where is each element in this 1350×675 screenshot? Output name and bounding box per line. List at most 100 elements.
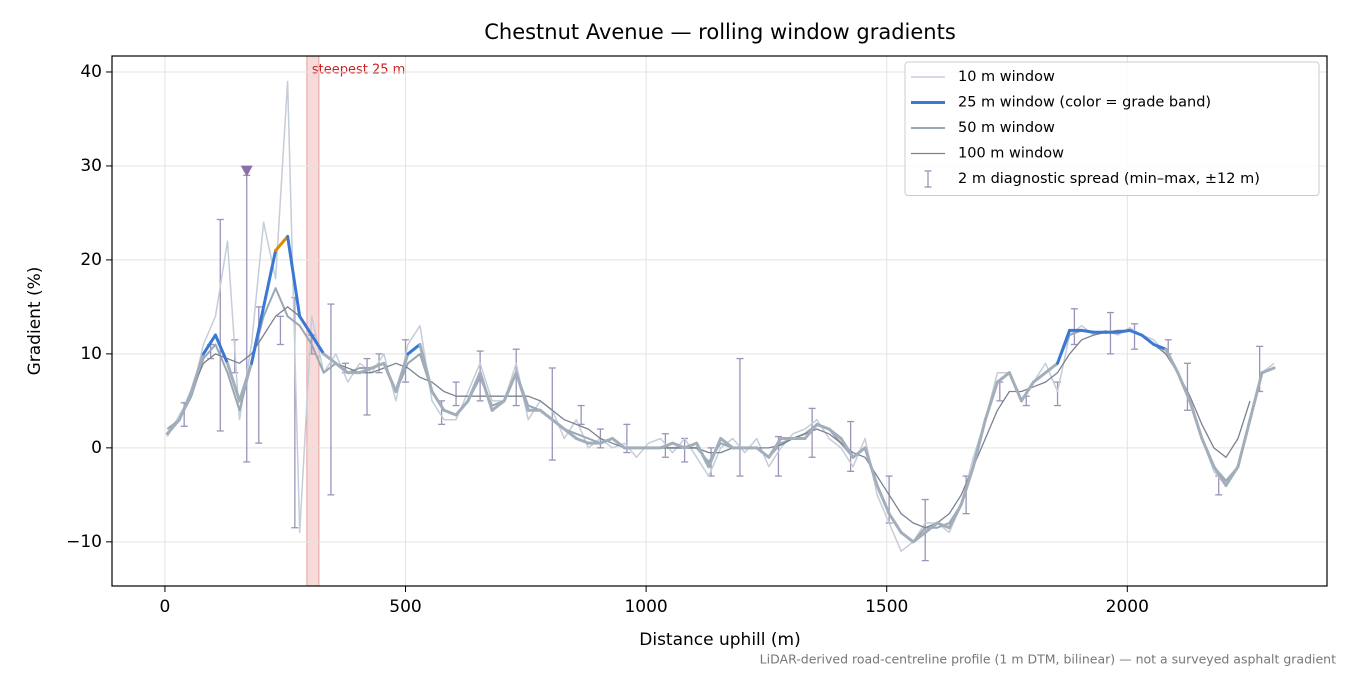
- y-tick-label: 20: [80, 250, 102, 270]
- line-segment: [1031, 371, 1048, 384]
- line-segment: [803, 422, 819, 440]
- line-segment: [574, 436, 590, 445]
- y-tick-label: −10: [66, 532, 102, 552]
- line-segment: [995, 371, 1011, 384]
- span-label: steepest 25 m: [312, 63, 405, 78]
- series-line: [190, 306, 1251, 529]
- legend-box: [904, 61, 1320, 196]
- line-segment: [610, 436, 626, 450]
- line-segment: [189, 352, 205, 393]
- line-segment: [177, 389, 193, 422]
- line-segment: [755, 446, 771, 459]
- legend-label: 50 m window: [958, 120, 1055, 136]
- x-tick-label: 1500: [865, 597, 908, 617]
- line-segment: [334, 361, 350, 375]
- line-segment: [695, 441, 711, 469]
- line-segment: [1080, 328, 1096, 334]
- line-segment: [1044, 361, 1060, 375]
- line-segment: [1236, 418, 1252, 469]
- chart-title: Chestnut Avenue — rolling window gradien…: [484, 20, 956, 44]
- legend-label: 100 m window: [958, 146, 1064, 162]
- line-segment: [454, 399, 470, 417]
- line-segment: [959, 465, 975, 506]
- line-segment: [394, 352, 410, 393]
- marker: [240, 165, 253, 177]
- line-segment: [514, 371, 530, 412]
- line-segment: [598, 436, 614, 445]
- line-segment: [298, 314, 314, 337]
- line-segment: [490, 399, 506, 412]
- line-segment: [225, 361, 242, 403]
- line-segment: [213, 333, 229, 365]
- line-segment: [478, 371, 494, 412]
- x-tick-label: 1000: [624, 597, 667, 617]
- line-segment: [1188, 399, 1204, 440]
- line-segment: [201, 333, 217, 356]
- legend-label: 25 m window (color = grade band): [958, 95, 1211, 111]
- line-segment: [947, 502, 963, 530]
- line-segment: [406, 342, 422, 356]
- line-segment: [262, 249, 278, 309]
- line-segment: [322, 352, 338, 365]
- line-segment: [1152, 342, 1168, 351]
- x-tick-label: 0: [160, 597, 171, 617]
- line-segment: [1176, 371, 1192, 403]
- x-tick-label: 500: [389, 597, 421, 617]
- line-segment: [767, 436, 783, 459]
- y-tick-label: 40: [80, 62, 102, 82]
- line-segment: [923, 521, 939, 534]
- line-segment: [165, 418, 181, 436]
- y-axis-label: Gradient (%): [25, 267, 45, 376]
- line-segment: [502, 371, 518, 403]
- line-segment: [719, 436, 735, 450]
- x-axis-label: Distance uphill (m): [639, 630, 800, 650]
- line-segment: [1260, 366, 1276, 375]
- line-segment: [887, 512, 903, 534]
- line-segment: [851, 446, 867, 459]
- line-segment: [238, 361, 254, 403]
- line-segment: [382, 361, 398, 393]
- line-segment: [1140, 333, 1156, 346]
- line-segment: [899, 530, 915, 544]
- line-segment: [671, 441, 687, 450]
- line-segment: [707, 436, 723, 469]
- line-segment: [659, 441, 675, 450]
- y-tick-label: 30: [80, 156, 102, 176]
- line-segment: [370, 361, 386, 370]
- line-segment: [1019, 380, 1035, 403]
- line-segment: [875, 483, 891, 516]
- line-segment: [430, 389, 446, 412]
- line-segment: [550, 418, 566, 431]
- line-segment: [562, 427, 578, 440]
- line-segment: [863, 446, 879, 487]
- line-segment: [815, 422, 831, 431]
- line-segment: [911, 530, 927, 544]
- legend-label: 2 m diagnostic spread (min–max, ±12 m): [958, 171, 1260, 187]
- line-segment: [538, 408, 554, 422]
- line-segment: [1007, 371, 1023, 403]
- line-segment: [1224, 465, 1240, 487]
- line-segment: [250, 305, 266, 365]
- line-segment: [1056, 328, 1072, 365]
- line-segment: [971, 418, 987, 469]
- y-tick-label: 0: [91, 438, 102, 458]
- line-segment: [683, 441, 699, 450]
- legend-label: 10 m window: [958, 69, 1055, 85]
- line-segment: [1116, 328, 1132, 334]
- line-segment: [1128, 328, 1144, 337]
- plot-frame: [111, 55, 1328, 587]
- line-segment: [839, 436, 855, 459]
- line-segment: [1200, 436, 1216, 469]
- line-segment: [827, 427, 843, 440]
- line-segment: [442, 408, 458, 417]
- line-segment: [418, 342, 434, 393]
- x-tick-label: 2000: [1106, 597, 1149, 617]
- line-segment: [274, 234, 290, 253]
- line-segment: [1164, 347, 1180, 375]
- y-tick-label: 10: [80, 344, 102, 364]
- line-segment: [935, 521, 951, 530]
- line-segment: [1212, 465, 1228, 487]
- line-segment: [358, 366, 374, 375]
- line-segment: [286, 234, 302, 318]
